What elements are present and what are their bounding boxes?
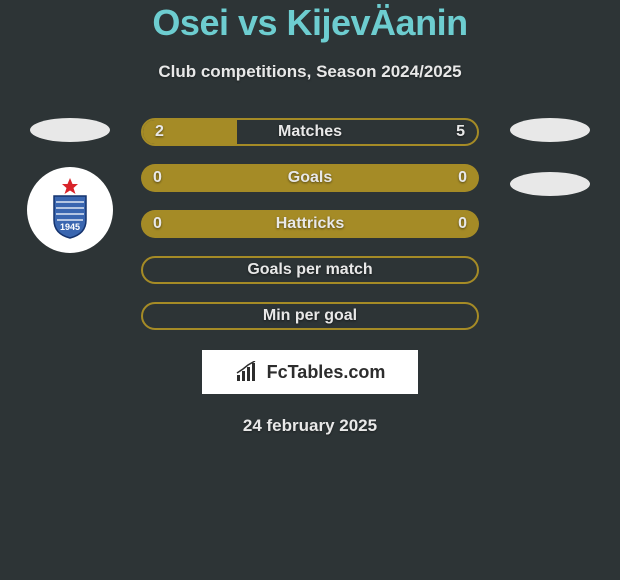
right-player-col	[500, 118, 600, 196]
stat-row-goals-per-match: Goals per match	[141, 256, 479, 284]
stat-row-goals: 0 Goals 0	[141, 164, 479, 192]
page-title: Osei vs KijevÄanin	[152, 2, 467, 44]
stat-left-value: 0	[153, 215, 162, 233]
club-crest-icon: 1945	[36, 176, 104, 244]
stat-left-value: 2	[155, 123, 164, 141]
stat-rows: 2 Matches 5 0 Goals 0 0 Hattricks 0 Goal…	[141, 118, 479, 330]
subtitle: Club competitions, Season 2024/2025	[158, 62, 461, 82]
left-player-avatar	[30, 118, 110, 142]
left-player-col: 1945	[20, 118, 120, 253]
right-club-badge-placeholder	[510, 172, 590, 196]
stat-row-matches: 2 Matches 5	[141, 118, 479, 146]
chart-icon	[235, 361, 261, 383]
svg-text:1945: 1945	[60, 222, 80, 232]
brand-text: FcTables.com	[267, 362, 386, 383]
date-label: 24 february 2025	[243, 416, 377, 436]
stat-label: Goals per match	[247, 261, 372, 279]
stat-row-hattricks: 0 Hattricks 0	[141, 210, 479, 238]
stat-label: Min per goal	[263, 307, 357, 325]
stat-right-value: 5	[456, 123, 465, 141]
stat-right-value: 0	[458, 215, 467, 233]
stat-label: Goals	[288, 169, 332, 187]
comparison-area: 1945 2 Matches 5 0 Goals 0 0 Hattricks 0…	[0, 118, 620, 330]
left-club-badge: 1945	[27, 167, 113, 253]
brand-box: FcTables.com	[202, 350, 418, 394]
stat-row-min-per-goal: Min per goal	[141, 302, 479, 330]
stat-label: Hattricks	[276, 215, 344, 233]
stat-right-value: 0	[458, 169, 467, 187]
stat-left-value: 0	[153, 169, 162, 187]
stat-label: Matches	[278, 123, 342, 141]
right-player-avatar	[510, 118, 590, 142]
